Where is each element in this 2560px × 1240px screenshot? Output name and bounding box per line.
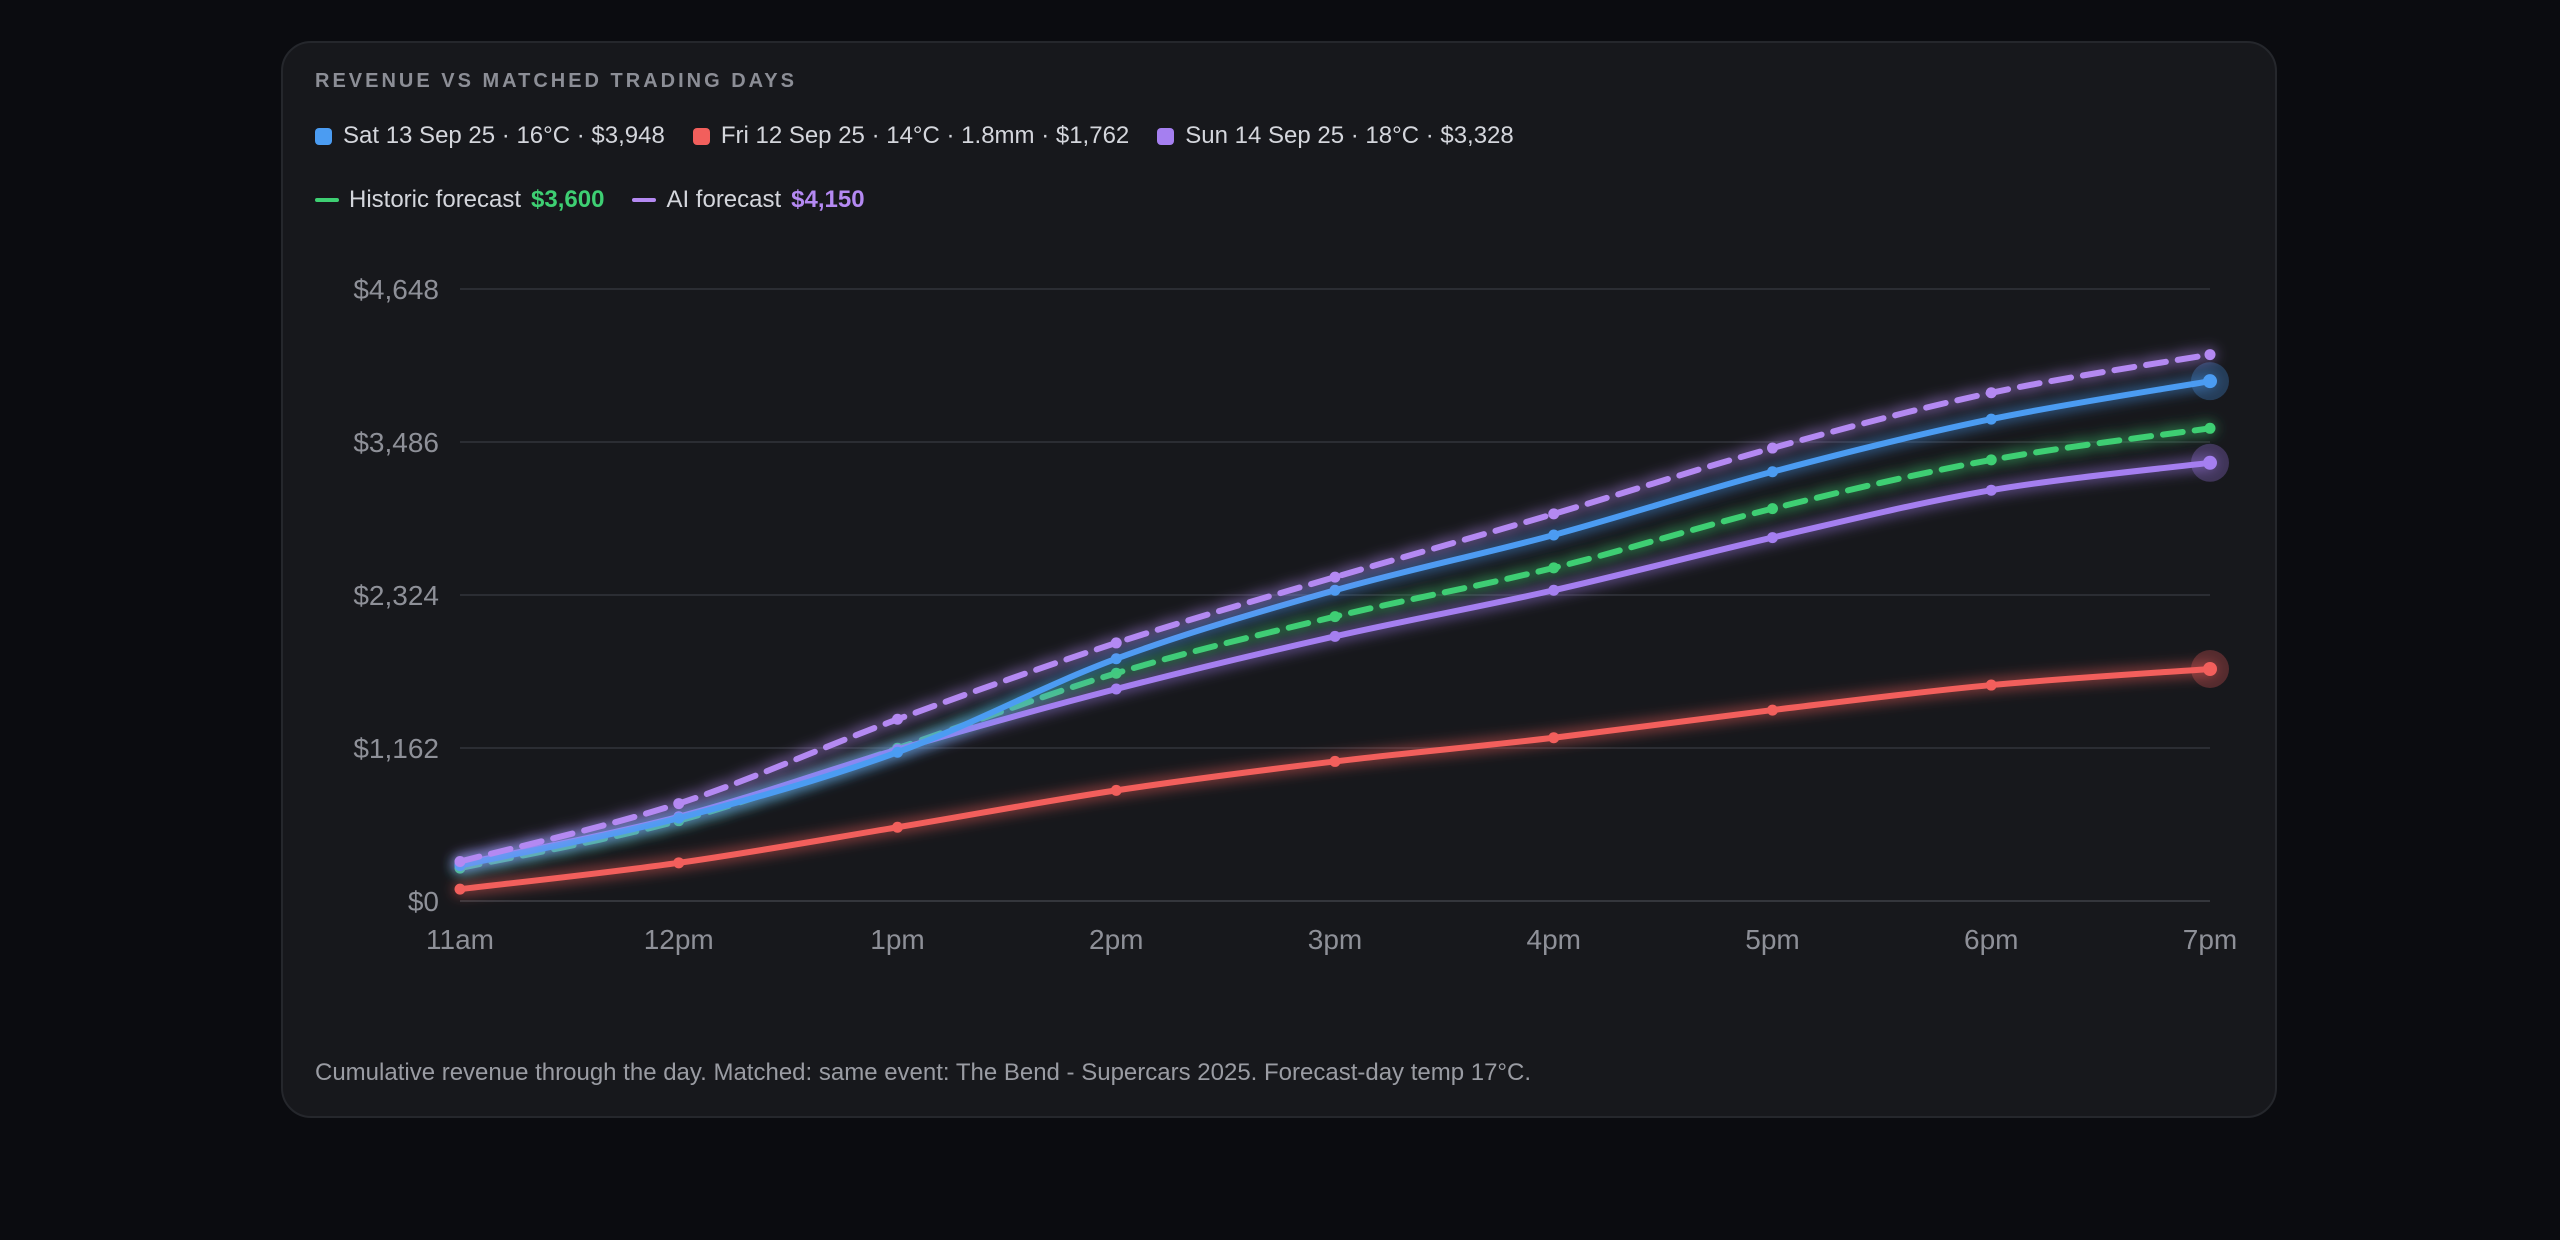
- series-sat-point: [892, 746, 903, 758]
- legend-item-sun[interactable]: Sun 14 Sep 25 · 18°C · $3,328: [1157, 122, 1514, 150]
- series-fri-point: [2203, 661, 2217, 676]
- legend-swatch: [315, 127, 332, 145]
- legend-label: Sat 13 Sep 25 · 16°C · $3,948: [343, 122, 665, 149]
- series-sun-point: [1985, 484, 1997, 496]
- y-tick-label: $4,648: [353, 274, 439, 305]
- forecast-historic-point: [2204, 422, 2216, 434]
- series-sun-point: [2203, 455, 2217, 470]
- series-sat-point: [673, 812, 685, 824]
- y-tick-label: $2,324: [353, 580, 439, 611]
- forecast-ai-group: [453, 347, 2217, 869]
- forecast-historic-point: [1329, 611, 1341, 623]
- series-fri-point: [1548, 732, 1560, 744]
- x-tick-label: 4pm: [1527, 924, 1581, 955]
- legend-item-sat[interactable]: Sat 13 Sep 25 · 16°C · $3,948: [315, 122, 665, 150]
- x-tick-label: 5pm: [1745, 924, 1799, 955]
- series-fri-point: [1110, 784, 1122, 796]
- series-fri-point: [892, 821, 903, 833]
- legend-swatch: [632, 198, 657, 202]
- line-chart: $0 $1,162 $2,324 $3,486 $4,648 11am 12pm 1pm 2pm…: [353, 274, 2237, 955]
- forecast-historic-point: [1548, 562, 1560, 574]
- forecast-value: $4,150: [791, 186, 865, 213]
- legend-swatch: [315, 198, 339, 202]
- x-tick-label: 1pm: [870, 924, 924, 955]
- forecast-ai-point: [1110, 637, 1122, 649]
- chart-card: REVENUE VS MATCHED TRADING DAYS Sat 13 S…: [281, 41, 2277, 1118]
- series-fri-line: [457, 665, 2213, 893]
- forecast-ai-point: [1767, 442, 1778, 454]
- series-sat-point: [1767, 466, 1778, 478]
- series-sun-point: [1767, 532, 1778, 544]
- series-fri-point: [1985, 679, 1997, 691]
- series-sun-point: [1329, 630, 1341, 642]
- forecast-value: $3,600: [531, 186, 605, 213]
- y-tick-label: $1,162: [353, 733, 439, 764]
- legend-swatch: [1157, 127, 1175, 145]
- legend-label: Historic forecast: [349, 186, 522, 213]
- x-tick-label: 2pm: [1089, 924, 1143, 955]
- x-tick-label: 11am: [426, 924, 494, 955]
- legend-item-historic-forecast[interactable]: Historic forecast $3,600: [315, 186, 604, 214]
- forecast-ai-point: [2204, 349, 2216, 361]
- x-tick-label: 7pm: [2183, 924, 2237, 955]
- series-legend: Sat 13 Sep 25 · 16°C · $3,948 Fri 12 Sep…: [315, 122, 1542, 150]
- series-fri-point: [673, 857, 685, 869]
- series-fri-point: [1329, 755, 1341, 767]
- series-sun-point: [1548, 584, 1560, 596]
- forecast-historic-point: [1767, 503, 1778, 515]
- forecast-ai-line: [457, 351, 2213, 865]
- forecast-ai-point: [1548, 508, 1560, 520]
- legend-swatch: [692, 127, 710, 145]
- y-tick-label: $3,486: [353, 427, 439, 458]
- x-tick-label: 12pm: [644, 924, 714, 955]
- forecast-ai-point: [892, 713, 903, 725]
- series-sat-point: [1110, 653, 1122, 665]
- forecast-ai-point: [1329, 571, 1341, 583]
- x-tick-label: 6pm: [1964, 924, 2018, 955]
- forecast-ai-point: [454, 855, 466, 867]
- series-fri-point: [1767, 704, 1778, 716]
- legend-label: Sun 14 Sep 25 · 18°C · $3,328: [1185, 122, 1514, 149]
- y-tick-label: $0: [408, 886, 439, 917]
- chart-title: REVENUE VS MATCHED TRADING DAYS: [315, 70, 797, 92]
- x-tick-label: 3pm: [1308, 924, 1362, 955]
- series-sat-point: [2203, 374, 2217, 389]
- forecast-ai-point: [1985, 387, 1997, 399]
- legend-label: Fri 12 Sep 25 · 14°C · 1.8mm · $1,762: [720, 122, 1130, 149]
- series-fri-point: [454, 883, 466, 895]
- series-sat-point: [1548, 529, 1560, 541]
- series-sun-point: [1110, 683, 1122, 695]
- legend-item-fri[interactable]: Fri 12 Sep 25 · 14°C · 1.8mm · $1,762: [692, 122, 1130, 150]
- forecast-ai-point: [673, 798, 685, 810]
- legend-item-ai-forecast[interactable]: AI forecast $4,150: [632, 186, 865, 214]
- forecast-legend: Historic forecast $3,600 AI forecast $4,…: [315, 186, 893, 214]
- series-sat-point: [1329, 584, 1341, 596]
- forecast-historic-point: [1110, 667, 1122, 679]
- legend-label: AI forecast: [666, 186, 782, 213]
- series-fri-group: [453, 649, 2229, 897]
- chart-caption: Cumulative revenue through the day. Matc…: [315, 1059, 1532, 1086]
- series-sat-point: [1985, 413, 1997, 425]
- forecast-historic-point: [1985, 454, 1997, 466]
